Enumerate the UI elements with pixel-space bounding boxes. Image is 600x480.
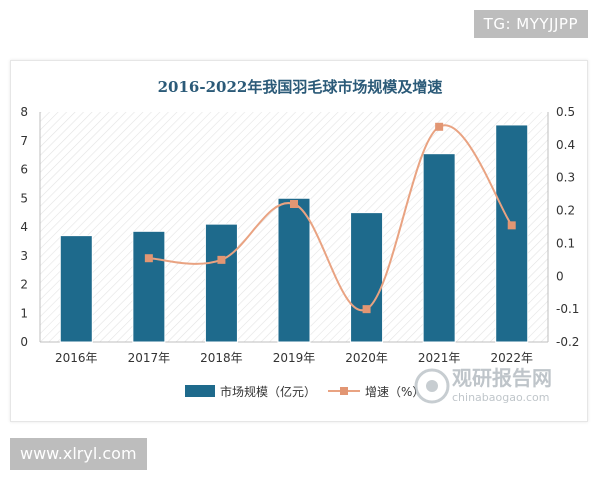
right-axis-tick-label: -0.2	[556, 335, 579, 349]
left-axis-tick-label: 1	[20, 306, 28, 320]
bar	[132, 230, 166, 343]
bar	[422, 153, 456, 343]
right-axis-tick-label: 0.4	[556, 138, 575, 152]
bar	[59, 235, 93, 343]
right-axis-tick-label: 0.5	[556, 105, 575, 119]
telegram-handle-tag: TG: MYYJJPP	[473, 10, 588, 38]
left-axis-tick-label: 8	[20, 105, 28, 119]
growth-point	[217, 255, 226, 264]
bar	[350, 212, 384, 343]
watermark-logo-dot	[426, 380, 438, 392]
legend-bar-label: 市场规模（亿元）	[220, 384, 316, 399]
chart-legend: 市场规模（亿元） 增速（%）	[185, 384, 424, 399]
x-axis-tick-label: 2022年	[490, 351, 533, 365]
right-y-axis: -0.2 -0.1 0 0.1 0.2 0.3 0.4 0.5	[547, 105, 579, 349]
growth-point	[507, 221, 516, 230]
x-axis-tick-label: 2017年	[128, 351, 171, 365]
growth-point	[290, 200, 298, 208]
x-axis-tick-label: 2021年	[418, 351, 461, 365]
left-y-axis: 0 1 2 3 4 5 6 7 8	[20, 105, 41, 349]
right-axis-tick-label: -0.1	[556, 302, 579, 316]
bar	[495, 124, 529, 343]
watermark-logo-icon	[414, 368, 450, 404]
left-axis-tick-label: 3	[20, 249, 28, 263]
chinabaogao-watermark: 观研报告网 chinabaogao.com	[414, 366, 552, 404]
x-axis-tick-label: 2018年	[200, 351, 243, 365]
x-axis-tick-label: 2019年	[273, 351, 316, 365]
left-axis-tick-label: 4	[20, 220, 28, 234]
legend-line-label: 增速（%）	[365, 385, 424, 399]
left-axis-tick-label: 0	[20, 335, 28, 349]
right-axis-tick-label: 0.3	[556, 171, 575, 185]
left-axis-tick-label: 2	[20, 278, 28, 292]
left-axis-tick-label: 5	[20, 191, 28, 205]
bar	[277, 197, 311, 343]
bar	[204, 223, 238, 343]
watermark-name: 观研报告网	[452, 366, 552, 390]
right-axis-tick-label: 0.1	[556, 236, 575, 250]
x-axis-tick-label: 2016年	[55, 351, 98, 365]
site-url-tag: www.xlryl.com	[10, 438, 147, 470]
left-axis-tick-label: 7	[20, 134, 28, 148]
x-axis: 2016年 2017年 2018年 2019年 2020年 2021年 2022年	[40, 341, 548, 365]
growth-point	[144, 254, 153, 263]
left-axis-tick-label: 6	[20, 163, 28, 177]
legend-bar-swatch	[185, 385, 215, 397]
right-axis-tick-label: 0	[556, 269, 564, 283]
line-series	[144, 122, 516, 314]
legend-line-marker	[340, 387, 348, 395]
watermark-domain: chinabaogao.com	[452, 391, 550, 404]
growth-point	[435, 122, 444, 131]
growth-point	[362, 305, 371, 314]
x-axis-tick-label: 2020年	[345, 351, 388, 365]
chart-title: 2016-2022年我国羽毛球市场规模及增速	[158, 78, 443, 96]
bar-series	[59, 124, 529, 343]
right-axis-tick-label: 0.2	[556, 204, 575, 218]
